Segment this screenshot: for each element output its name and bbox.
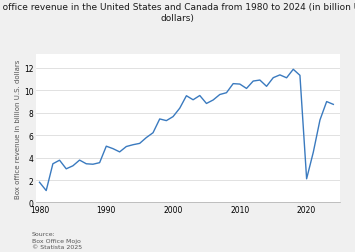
Text: Box office revenue in the United States and Canada from 1980 to 2024 (in billion: Box office revenue in the United States … <box>0 3 355 22</box>
Y-axis label: Box office revenue in billion U.S. dollars: Box office revenue in billion U.S. dolla… <box>15 59 21 198</box>
Text: Source:
Box Office Mojo
© Statista 2025: Source: Box Office Mojo © Statista 2025 <box>32 231 82 249</box>
